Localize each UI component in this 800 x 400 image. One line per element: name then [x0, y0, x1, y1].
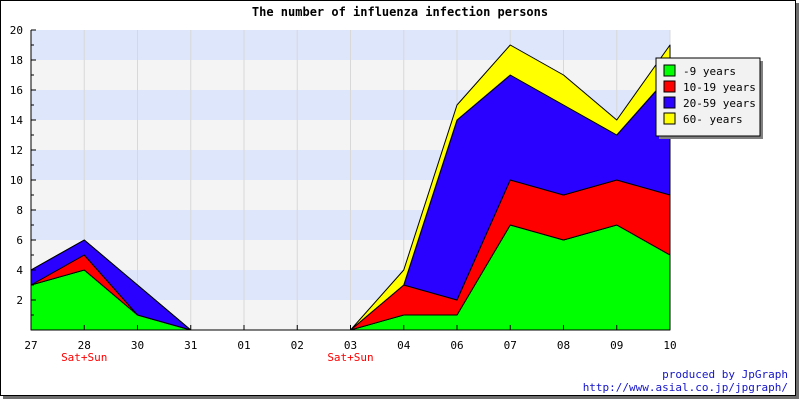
credit-line-1: produced by JpGraph [662, 368, 788, 381]
legend-label: 10-19 years [683, 81, 756, 94]
x-sublabel-weekend: Sat+Sun [327, 351, 373, 364]
legend-label: -9 years [683, 65, 736, 78]
y-tick-label: 4 [16, 264, 23, 277]
x-tick-label: 28 [78, 339, 91, 352]
legend: -9 years 10-19 years 20-59 years 60- years [655, 57, 763, 139]
x-tick-label: 27 [24, 339, 37, 352]
x-tick-label: 09 [610, 339, 623, 352]
credit-line-2: http://www.asial.co.jp/jpgraph/ [582, 381, 788, 394]
x-tick-label: 08 [557, 339, 570, 352]
y-tick-label: 8 [16, 204, 23, 217]
legend-swatch [663, 96, 676, 109]
y-tick-label: 10 [10, 174, 23, 187]
x-sublabel-weekend: Sat+Sun [61, 351, 107, 364]
y-tick-label: 2 [16, 294, 23, 307]
x-tick-label: 07 [504, 339, 517, 352]
x-tick-label: 01 [237, 339, 250, 352]
chart-title: The number of influenza infection person… [252, 5, 548, 19]
legend-swatch [663, 112, 676, 125]
y-tick-label: 18 [10, 54, 23, 67]
x-tick-label: 31 [184, 339, 197, 352]
y-tick-label: 6 [16, 234, 23, 247]
y-tick-label: 14 [10, 114, 24, 127]
legend-swatch [663, 64, 676, 77]
legend-swatch [663, 80, 676, 93]
x-tick-label: 06 [450, 339, 463, 352]
axes [30, 29, 671, 331]
y-tick-label: 12 [10, 144, 23, 157]
legend-label: 60- years [683, 113, 743, 126]
x-tick-label: 03 [344, 339, 357, 352]
legend-label: 20-59 years [683, 97, 756, 110]
y-tick-label: 16 [10, 84, 23, 97]
x-tick-label: 30 [131, 339, 144, 352]
x-tick-label: 02 [291, 339, 304, 352]
x-tick-label: 04 [397, 339, 411, 352]
y-tick-label: 20 [10, 24, 23, 37]
x-tick-label: 10 [663, 339, 676, 352]
